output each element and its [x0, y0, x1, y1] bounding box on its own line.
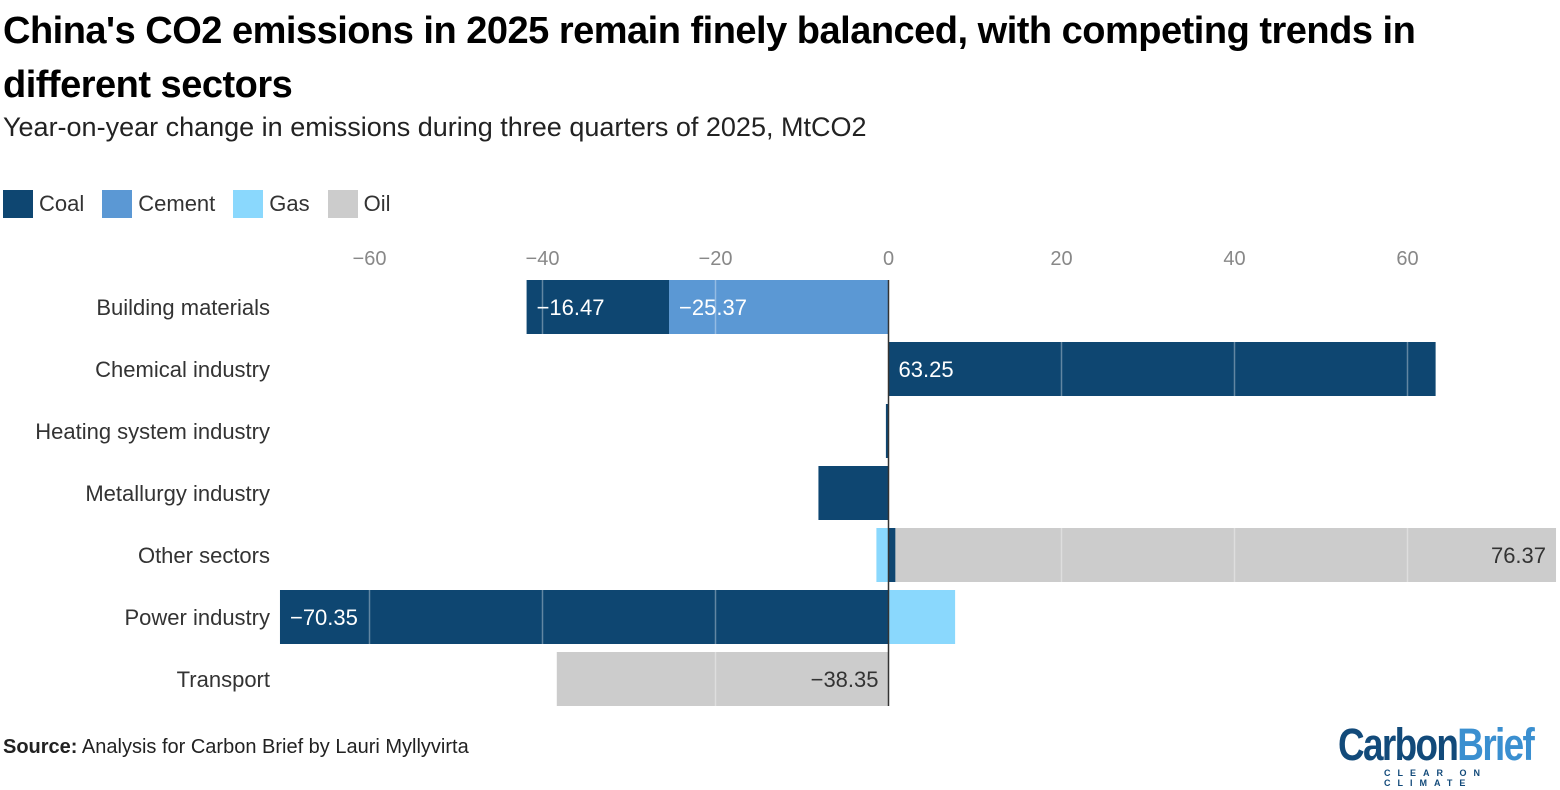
legend-swatch — [3, 190, 33, 218]
bar-coal — [526, 280, 670, 334]
legend: Coal Cement Gas Oil — [3, 190, 391, 218]
legend-item-gas: Gas — [233, 190, 310, 218]
legend-swatch — [102, 190, 133, 218]
source-text: Analysis for Carbon Brief by Lauri Mylly… — [77, 736, 469, 758]
bar-gas — [888, 590, 956, 644]
legend-item-cement: Cement — [102, 190, 215, 218]
bar-coal — [885, 404, 889, 458]
legend-label: Cement — [138, 191, 216, 216]
x-tick-label: −20 — [699, 248, 733, 270]
logo-part1: Carbon — [1338, 719, 1459, 770]
bar-coal — [888, 342, 1436, 396]
x-tick-label: −40 — [526, 248, 560, 270]
legend-label: Gas — [269, 191, 310, 216]
bar-oil — [556, 652, 889, 706]
data-label: −25.37 — [679, 295, 747, 320]
carbon-brief-logo: CarbonBrief CLEAR ON CLIMATE — [1338, 719, 1558, 789]
data-label: −16.47 — [537, 295, 605, 320]
legend-item-coal: Coal — [3, 190, 84, 218]
chart-area: Building materials Chemical industry Heati… — [35, 248, 1557, 706]
bar-coal — [888, 528, 896, 582]
bar-coal — [279, 590, 889, 644]
logo-tagline: CLEAR ON CLIMATE — [1384, 768, 1487, 788]
source-label: Source: — [3, 736, 78, 758]
legend-label: Coal — [39, 191, 85, 216]
category-label: Other sectors — [138, 543, 270, 568]
legend-swatch — [327, 190, 358, 218]
category-label: Heating system industry — [35, 419, 270, 444]
legend-swatch — [233, 190, 264, 218]
legend-label: Oil — [363, 191, 391, 216]
bar-oil — [895, 528, 1557, 582]
bar-coal — [818, 466, 889, 520]
x-tick-label: 0 — [883, 248, 894, 270]
data-label: 63.25 — [899, 357, 954, 382]
category-label: Transport — [177, 667, 270, 692]
x-tick-label: 60 — [1396, 248, 1418, 270]
data-label: −38.35 — [811, 667, 879, 692]
category-label: Power industry — [124, 605, 270, 630]
category-label: Metallurgy industry — [85, 481, 270, 506]
logo-part2: Brief — [1457, 719, 1535, 770]
bar-gas — [876, 528, 889, 582]
data-label: 76.37 — [1491, 543, 1546, 568]
source-note: Source: Analysis for Carbon Brief by Lau… — [3, 736, 469, 759]
chart-subtitle: Year-on-year change in emissions during … — [3, 112, 867, 142]
data-label: −70.35 — [290, 605, 358, 630]
chart-title: China's CO2 emissions in 2025 remain fin… — [3, 10, 1416, 106]
x-tick-label: 20 — [1050, 248, 1072, 270]
bar-cement — [669, 280, 889, 334]
category-label: Building materials — [96, 295, 270, 320]
legend-item-oil: Oil — [327, 190, 391, 218]
x-tick-label: −60 — [353, 248, 387, 270]
x-tick-label: 40 — [1223, 248, 1245, 270]
category-label: Chemical industry — [95, 357, 270, 382]
